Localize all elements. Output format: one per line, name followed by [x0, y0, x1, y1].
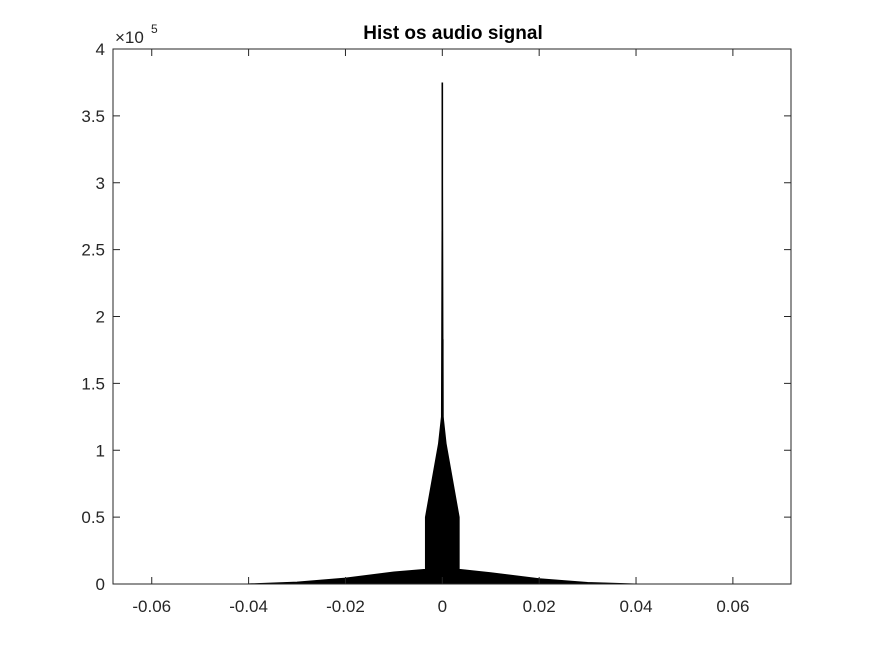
y-tick-label: 2 — [96, 308, 105, 327]
y-tick-label: 0 — [96, 575, 105, 594]
x-tick-label: 0.04 — [619, 597, 652, 616]
x-tick-label: 0 — [438, 597, 447, 616]
y-tick-label: 1 — [96, 441, 105, 460]
y-tick-label: 3.5 — [81, 107, 105, 126]
y-axis: 0 0.5 1 1.5 2 2.5 3 3.5 4 — [81, 40, 791, 594]
x-tick-label: -0.04 — [229, 597, 268, 616]
y-tick-label: 4 — [96, 40, 105, 59]
histogram-bars — [149, 82, 765, 585]
y-tick-label: 0.5 — [81, 508, 105, 527]
x-tick-label: -0.06 — [132, 597, 171, 616]
x-tick-label: 0.02 — [523, 597, 556, 616]
x-axis: -0.06 -0.04 -0.02 0 0.02 0.04 0.06 — [132, 49, 749, 616]
plot-area — [112, 48, 792, 585]
y-tick-label: 3 — [96, 174, 105, 193]
y-tick-label: 1.5 — [81, 374, 105, 393]
x-tick-label: 0.06 — [716, 597, 749, 616]
y-exponent-base: ×10 — [115, 28, 144, 47]
y-exponent: ×10 5 — [115, 22, 158, 47]
x-tick-label: -0.02 — [326, 597, 365, 616]
chart-title: Hist os audio signal — [363, 23, 542, 44]
y-exponent-power: 5 — [151, 22, 158, 36]
y-tick-label: 2.5 — [81, 241, 105, 260]
